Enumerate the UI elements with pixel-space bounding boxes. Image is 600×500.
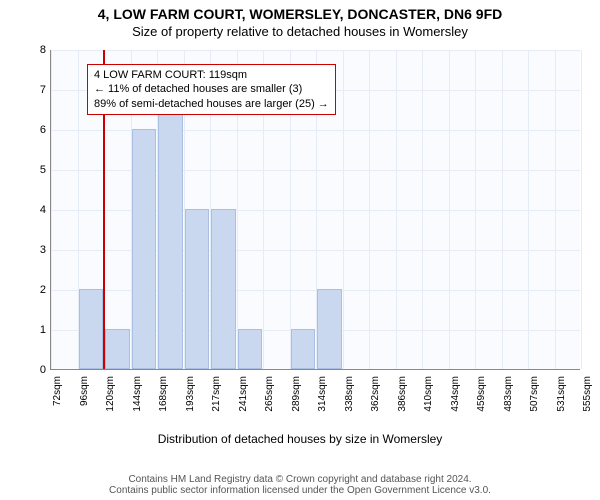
gridline-v <box>555 50 556 369</box>
histogram-bar <box>185 209 210 369</box>
histogram-bar <box>132 129 157 369</box>
gridline-v <box>422 50 423 369</box>
gridline-v <box>369 50 370 369</box>
annotation-line1: 4 LOW FARM COURT: 119sqm <box>94 68 329 82</box>
x-tick-label: 168sqm <box>158 376 169 416</box>
footer-line1: Contains HM Land Registry data © Crown c… <box>0 474 600 485</box>
annotation-line2: ← 11% of detached houses are smaller (3) <box>94 82 329 96</box>
chart-container: Number of detached properties 4 LOW FARM… <box>0 44 600 454</box>
gridline-v <box>502 50 503 369</box>
x-tick-label: 265sqm <box>264 376 275 416</box>
x-tick-label: 386sqm <box>397 376 408 416</box>
histogram-bar <box>79 289 104 369</box>
chart-title: 4, LOW FARM COURT, WOMERSLEY, DONCASTER,… <box>0 0 600 22</box>
gridline-v <box>475 50 476 369</box>
x-tick-label: 314sqm <box>317 376 328 416</box>
x-tick-label: 144sqm <box>132 376 143 416</box>
histogram-bar <box>238 329 263 369</box>
x-tick-label: 72sqm <box>52 376 63 416</box>
histogram-bar <box>105 329 130 369</box>
x-axis-label: Distribution of detached houses by size … <box>0 432 600 446</box>
histogram-bar <box>317 289 342 369</box>
annotation-line3: 89% of semi-detached houses are larger (… <box>94 97 329 111</box>
x-tick-label: 434sqm <box>450 376 461 416</box>
footer-line2: Contains public sector information licen… <box>0 485 600 496</box>
plot-area: 4 LOW FARM COURT: 119sqm ← 11% of detach… <box>50 50 580 370</box>
gridline-v <box>528 50 529 369</box>
x-tick-label: 289sqm <box>291 376 302 416</box>
y-tick-label: 8 <box>6 44 46 56</box>
gridline-v <box>343 50 344 369</box>
x-tick-label: 362sqm <box>370 376 381 416</box>
y-tick-label: 3 <box>6 244 46 256</box>
gridline-v <box>396 50 397 369</box>
histogram-bar <box>291 329 316 369</box>
x-tick-label: 555sqm <box>582 376 593 416</box>
x-tick-label: 531sqm <box>556 376 567 416</box>
x-tick-label: 217sqm <box>211 376 222 416</box>
gridline-v <box>51 50 52 369</box>
y-tick-label: 7 <box>6 84 46 96</box>
gridline-v <box>581 50 582 369</box>
x-tick-label: 507sqm <box>529 376 540 416</box>
x-tick-label: 241sqm <box>238 376 249 416</box>
x-tick-label: 193sqm <box>185 376 196 416</box>
x-tick-label: 410sqm <box>423 376 434 416</box>
footer: Contains HM Land Registry data © Crown c… <box>0 474 600 496</box>
x-tick-label: 459sqm <box>476 376 487 416</box>
y-tick-label: 6 <box>6 124 46 136</box>
x-tick-label: 120sqm <box>105 376 116 416</box>
y-tick-label: 1 <box>6 324 46 336</box>
histogram-bar <box>211 209 236 369</box>
chart-subtitle: Size of property relative to detached ho… <box>0 22 600 43</box>
y-tick-label: 4 <box>6 204 46 216</box>
y-tick-label: 0 <box>6 364 46 376</box>
histogram-bar <box>158 89 183 369</box>
x-tick-label: 338sqm <box>344 376 355 416</box>
annotation-box: 4 LOW FARM COURT: 119sqm ← 11% of detach… <box>87 64 336 115</box>
y-tick-label: 2 <box>6 284 46 296</box>
x-tick-label: 96sqm <box>79 376 90 416</box>
x-tick-label: 483sqm <box>503 376 514 416</box>
gridline-v <box>449 50 450 369</box>
y-tick-label: 5 <box>6 164 46 176</box>
